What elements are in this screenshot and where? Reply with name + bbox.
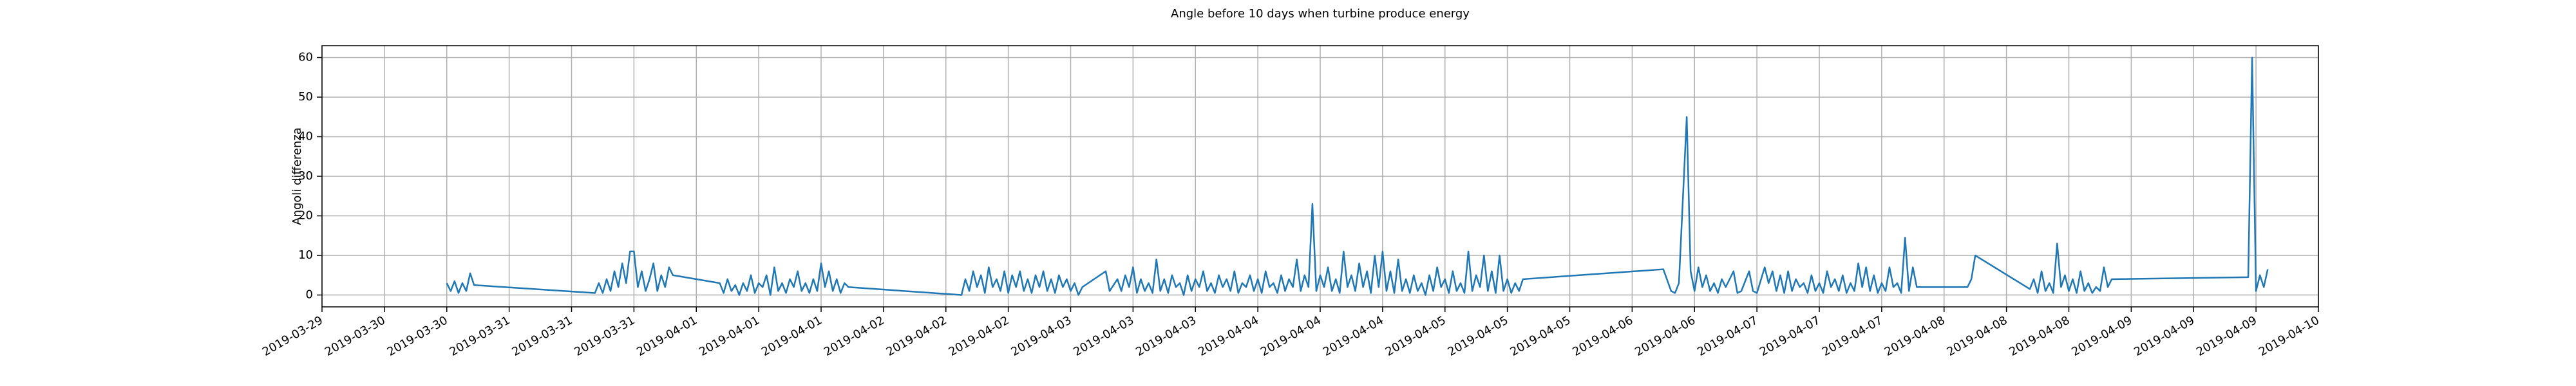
data-line — [446, 57, 2269, 296]
x-tick-label: 2019-03-29 — [260, 313, 325, 358]
x-tick-label: 2019-04-04 — [1321, 313, 1386, 358]
x-tick-label: 2019-04-05 — [1446, 313, 1511, 358]
x-tick-label: 2019-04-06 — [1570, 313, 1635, 358]
y-axis-label: Angoli differenza — [290, 127, 304, 225]
y-tick-label: 20 — [298, 209, 313, 223]
x-tick-label: 2019-04-03 — [1133, 313, 1198, 358]
x-tick-label: 2019-03-30 — [323, 313, 388, 358]
y-tick-label: 0 — [306, 288, 313, 302]
x-tick-label: 2019-04-08 — [2007, 313, 2072, 358]
y-tick-label: 60 — [298, 50, 313, 64]
x-tick-label: 2019-04-06 — [1633, 313, 1698, 358]
x-tick-label: 2019-03-30 — [385, 313, 450, 358]
x-tick-label: 2019-04-09 — [2194, 313, 2259, 358]
chart-title: Angle before 10 days when turbine produc… — [1171, 7, 1470, 21]
y-tick-label: 30 — [298, 169, 313, 183]
x-tick-label: 2019-04-07 — [1820, 313, 1885, 358]
x-tick-label: 2019-04-05 — [1383, 313, 1448, 358]
x-tick-label: 2019-04-08 — [1945, 313, 2010, 358]
x-tick-label: 2019-03-31 — [509, 313, 574, 358]
x-tick-label: 2019-04-08 — [1882, 313, 1947, 358]
x-tick-label: 2019-04-02 — [884, 313, 949, 358]
x-tick-label: 2019-04-01 — [697, 313, 762, 358]
x-tick-label: 2019-04-05 — [1508, 313, 1573, 358]
x-tick-label: 2019-04-09 — [2132, 313, 2197, 358]
plot-frame — [321, 45, 2319, 308]
x-tick-label: 2019-04-02 — [947, 313, 1012, 358]
x-tick-label: 2019-04-07 — [1757, 313, 1823, 358]
y-tick-label: 50 — [298, 90, 313, 104]
x-tick-label: 2019-04-02 — [822, 313, 887, 358]
x-tick-label: 2019-04-09 — [2069, 313, 2134, 358]
x-tick-label: 2019-04-07 — [1695, 313, 1760, 358]
y-tick-label: 10 — [298, 248, 313, 262]
x-tick-label: 2019-04-04 — [1258, 313, 1323, 358]
x-tick-label: 2019-04-03 — [1071, 313, 1136, 358]
x-tick-label: 2019-04-10 — [2257, 313, 2322, 358]
x-tick-label: 2019-03-31 — [572, 313, 637, 358]
x-tick-label: 2019-03-31 — [448, 313, 513, 358]
y-tick-label: 40 — [298, 129, 313, 143]
x-tick-label: 2019-04-01 — [759, 313, 824, 358]
x-tick-label: 2019-04-04 — [1196, 313, 1261, 358]
x-tick-label: 2019-04-01 — [634, 313, 699, 358]
x-tick-label: 2019-04-03 — [1009, 313, 1074, 358]
